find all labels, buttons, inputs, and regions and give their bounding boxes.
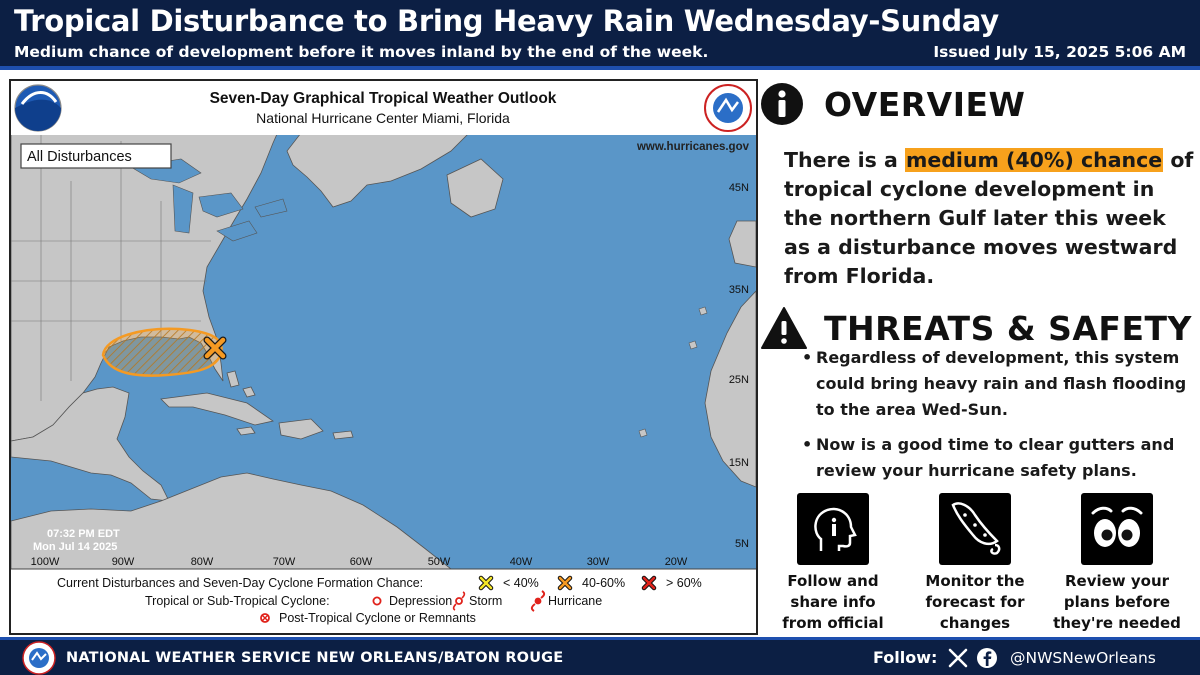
- threats-heading: THREATS & SAFETY: [824, 308, 1192, 348]
- map-title-block: [11, 81, 756, 135]
- lon-label-90w: 90W: [112, 556, 135, 568]
- newfoundland-land: [446, 158, 504, 218]
- lon-label-60w: 60W: [350, 556, 373, 568]
- outlook-map-graphic: Seven-Day Graphical Tropical Weather Out…: [11, 81, 756, 633]
- overview-text-after: of tropical cyclone development in the n…: [784, 148, 1194, 288]
- page-subtitle: Medium chance of development before it m…: [14, 43, 709, 61]
- nhc-website: www.hurricanes.gov: [636, 141, 750, 153]
- map-legend: [11, 569, 756, 633]
- filter-box: [20, 143, 172, 169]
- legend-medium-icon: [557, 575, 573, 591]
- tile-review-plans: Review your plans before they're needed: [1052, 493, 1182, 634]
- lon-label-50w: 50W: [428, 556, 451, 568]
- nws-seal-icon: [22, 641, 56, 675]
- lon-label-40w: 40W: [510, 556, 533, 568]
- footer-banner: NATIONAL WEATHER SERVICE NEW ORLEANS/BAT…: [0, 640, 1200, 675]
- tile-monitor-label: Monitor the forecast for changes: [925, 572, 1025, 632]
- map-timestamp-date: Mon Jul 14 2025: [33, 541, 117, 553]
- forecast-cone-icon: [939, 493, 1011, 565]
- lon-label-100w: 100W: [31, 556, 60, 568]
- legend-low-label: < 40%: [503, 576, 539, 590]
- legend-post-tropical-label: Post-Tropical Cyclone or Remnants: [279, 611, 476, 625]
- issued-timestamp: Issued July 15, 2025 5:06 AM: [933, 43, 1186, 61]
- info-icon: [761, 83, 803, 125]
- lon-label-80w: 80W: [191, 556, 214, 568]
- page-title: Tropical Disturbance to Bring Heavy Rain…: [14, 4, 999, 38]
- overview-heading: OVERVIEW: [824, 84, 1026, 124]
- lat-label-35n: 35N: [729, 284, 749, 296]
- header-divider: [0, 66, 1200, 70]
- legend-depression-label: Depression: [389, 594, 452, 608]
- hispaniola-land: [278, 418, 324, 440]
- central-america-land: [11, 386, 170, 502]
- legend-hurricane-label: Hurricane: [548, 594, 602, 608]
- depression-icon: [372, 596, 382, 606]
- south-america-land: [11, 472, 452, 569]
- caribbean-islands: [226, 370, 354, 440]
- legend-high-icon: [641, 575, 657, 591]
- disturbance-area-fill: [103, 328, 222, 376]
- post-tropical-icon: [260, 613, 270, 623]
- disturbance-marker-icon: [203, 336, 227, 360]
- overview-heading-row: OVERVIEW: [760, 82, 1025, 126]
- cuba-land: [160, 392, 274, 426]
- map-subtitle: National Hurricane Center Miami, Florida: [256, 110, 510, 126]
- legend-high-label: > 60%: [666, 576, 702, 590]
- africa-land: [704, 290, 756, 488]
- atlantic-islands: [638, 306, 708, 438]
- legend-storm-label: Storm: [469, 594, 502, 608]
- nws-logo-icon: [704, 84, 752, 132]
- lat-label-45n: 45N: [729, 182, 749, 194]
- lon-label-30w: 30W: [587, 556, 610, 568]
- legend-disturbance-label: Current Disturbances and Seven-Day Cyclo…: [57, 576, 423, 590]
- social-handle[interactable]: @NWSNewOrleans: [1010, 649, 1156, 667]
- follow-label: Follow:: [873, 648, 938, 667]
- noaa-logo-icon: [14, 84, 62, 132]
- legend-low-icon: [478, 575, 494, 591]
- footer-divider: [0, 637, 1200, 640]
- map-title: Seven-Day Graphical Tropical Weather Out…: [210, 90, 557, 107]
- warning-icon: [761, 307, 807, 349]
- office-name: NATIONAL WEATHER SERVICE NEW ORLEANS/BAT…: [66, 650, 564, 666]
- tile-review-label: Review your plans before they're needed: [1053, 572, 1181, 632]
- facebook-logo-icon[interactable]: [976, 647, 998, 669]
- tile-monitor-forecast: Monitor the forecast for changes: [910, 493, 1040, 634]
- hurricane-icon: [530, 590, 546, 612]
- threats-list: Regardless of development, this system c…: [802, 345, 1196, 493]
- overview-text-before: There is a: [784, 148, 905, 172]
- lat-label-5n: 5N: [735, 538, 749, 550]
- chance-highlight: medium (40%) chance: [904, 148, 1164, 172]
- storm-icon: [452, 591, 466, 611]
- tile-follow-info: Follow and share info from official sour…: [768, 493, 898, 655]
- map-timestamp-time: 07:32 PM EDT: [47, 528, 120, 540]
- x-logo-icon[interactable]: [947, 647, 969, 669]
- threat-bullet: Regardless of development, this system c…: [802, 345, 1196, 423]
- lat-label-25n: 25N: [729, 374, 749, 386]
- head-info-icon: [797, 493, 869, 565]
- lon-label-20w: 20W: [665, 556, 688, 568]
- threats-heading-row: THREATS & SAFETY: [760, 306, 1192, 350]
- info-panel: OVERVIEW There is a medium (40%) chance …: [760, 78, 1196, 653]
- legend-medium-label: 40-60%: [582, 576, 625, 590]
- europe-land: [728, 220, 756, 268]
- lat-label-15n: 15N: [729, 457, 749, 469]
- lon-label-70w: 70W: [273, 556, 296, 568]
- threat-bullet: Now is a good time to clear gutters and …: [802, 432, 1196, 484]
- outlook-map: Seven-Day Graphical Tropical Weather Out…: [9, 79, 758, 635]
- header-banner: Tropical Disturbance to Bring Heavy Rain…: [0, 0, 1200, 68]
- eyes-icon: [1081, 493, 1153, 565]
- action-tiles: Follow and share info from official sour…: [760, 493, 1200, 653]
- north-america-land: [11, 81, 332, 442]
- filter-label: All Disturbances: [27, 149, 132, 165]
- overview-text: There is a medium (40%) chance of tropic…: [784, 146, 1194, 291]
- legend-cyclone-label: Tropical or Sub-Tropical Cyclone:: [145, 594, 330, 608]
- great-lakes: [130, 158, 288, 242]
